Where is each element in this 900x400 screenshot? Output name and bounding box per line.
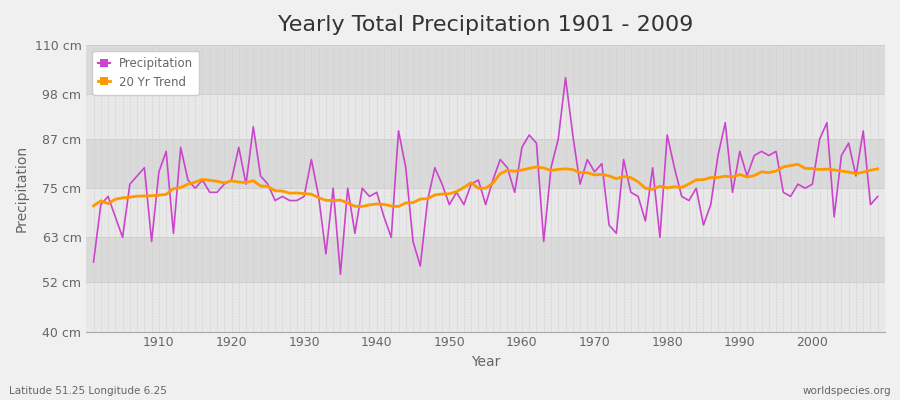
Text: worldspecies.org: worldspecies.org [803, 386, 891, 396]
Text: Latitude 51.25 Longitude 6.25: Latitude 51.25 Longitude 6.25 [9, 386, 166, 396]
Bar [86, 139, 885, 188]
Bar [86, 45, 885, 94]
Bar [86, 94, 885, 139]
Bar [86, 282, 885, 332]
Bar [86, 188, 885, 237]
Bar [86, 237, 885, 282]
Legend: Precipitation, 20 Yr Trend: Precipitation, 20 Yr Trend [92, 51, 200, 94]
Y-axis label: Precipitation: Precipitation [15, 145, 29, 232]
X-axis label: Year: Year [471, 355, 500, 369]
Title: Yearly Total Precipitation 1901 - 2009: Yearly Total Precipitation 1901 - 2009 [278, 15, 693, 35]
